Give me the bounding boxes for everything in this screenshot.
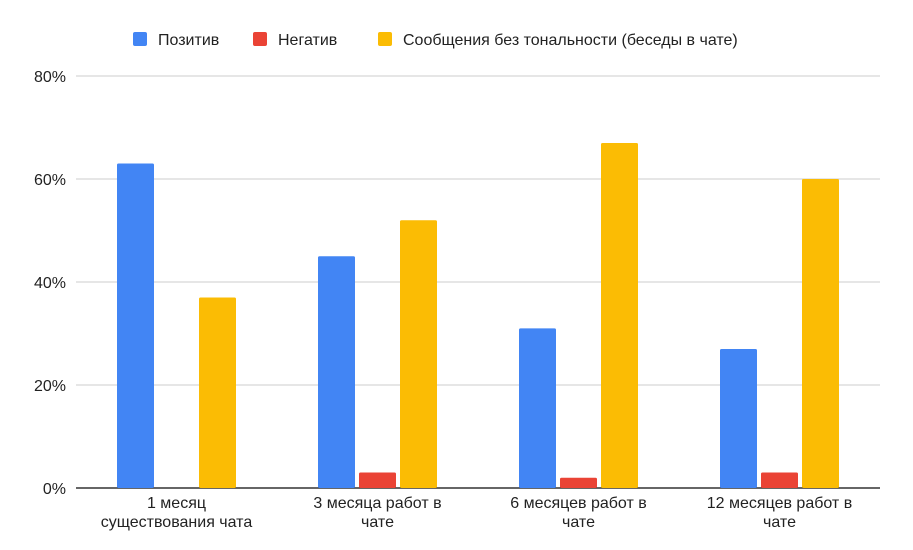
bar	[318, 256, 355, 488]
bar	[720, 348, 757, 488]
y-tick-label: 80%	[34, 69, 66, 86]
bar	[117, 163, 154, 489]
bar	[359, 472, 396, 488]
bar	[519, 328, 556, 488]
legend-label: Позитив	[158, 32, 219, 49]
bar	[400, 220, 437, 488]
legend-label: Сообщения без тональности (беседы в чате…	[403, 32, 738, 49]
bar	[560, 477, 597, 488]
x-tick-label: существования чата	[101, 514, 253, 531]
bar	[802, 179, 839, 488]
x-tick-label: 3 месяца работ в	[313, 495, 441, 512]
bar	[761, 472, 798, 488]
legend-swatch	[253, 32, 267, 46]
x-tick-label: чате	[763, 514, 796, 531]
legend-swatch	[378, 32, 392, 46]
bar	[601, 142, 638, 488]
legend-label: Негатив	[278, 32, 337, 49]
legend-swatch	[133, 32, 147, 46]
y-tick-label: 60%	[34, 172, 66, 189]
x-tick-label: 12 месяцев работ в	[707, 495, 852, 512]
y-tick-label: 40%	[34, 275, 66, 292]
y-tick-label: 0%	[43, 481, 66, 498]
bar	[199, 297, 236, 488]
x-tick-label: чате	[562, 514, 595, 531]
x-tick-label: чате	[361, 514, 394, 531]
x-tick-label: 1 месяц	[147, 495, 206, 512]
y-tick-label: 20%	[34, 378, 66, 395]
x-tick-label: 6 месяцев работ в	[510, 495, 647, 512]
